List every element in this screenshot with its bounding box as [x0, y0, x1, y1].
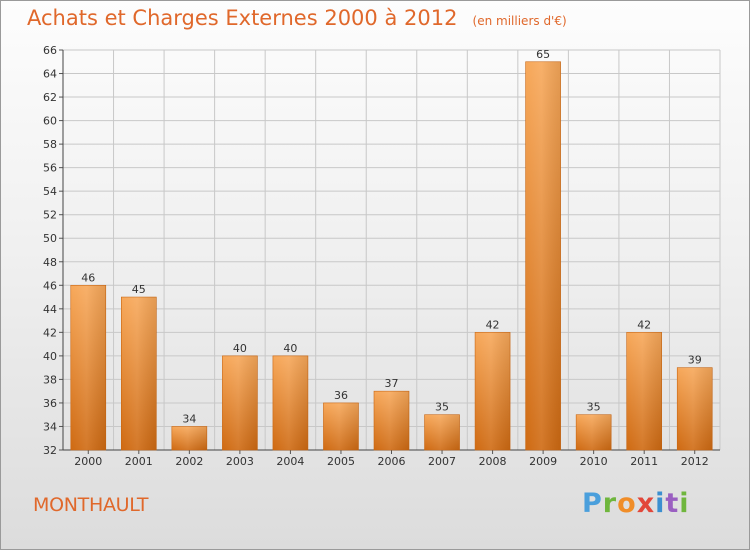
data-label-2003: 40: [233, 342, 247, 355]
bar-shine: [626, 332, 662, 450]
y-tick-label: 62: [43, 91, 57, 104]
data-label-2002: 34: [182, 412, 196, 425]
label-layer: 46 45 34 40 40 36 37 35 42 65 35 42 39: [81, 48, 701, 426]
bar-shine: [171, 426, 207, 450]
y-tick-label: 50: [43, 232, 57, 245]
bar-shine: [121, 297, 157, 450]
chart-subtitle: (en milliers d'€): [472, 14, 567, 28]
bar-shine: [424, 414, 460, 450]
bar-shine: [70, 285, 106, 450]
data-label-2004: 40: [283, 342, 297, 355]
bar-shine: [475, 332, 511, 450]
x-tick-label-2010: 2010: [580, 455, 608, 468]
bar-shine: [677, 367, 713, 450]
data-label-2009: 65: [536, 48, 550, 61]
bar-shine: [525, 61, 561, 450]
data-label-2001: 45: [132, 283, 146, 296]
chart-title: Achats et Charges Externes 2000 à 2012: [27, 6, 458, 30]
y-tick-label: 54: [43, 185, 57, 198]
data-label-2008: 42: [486, 318, 500, 331]
bar-shine: [323, 402, 359, 450]
x-tick-label-2012: 2012: [681, 455, 709, 468]
y-tick-label: 32: [43, 444, 57, 457]
y-tick-label: 52: [43, 209, 57, 222]
proxiti-logo[interactable]: Proxiti: [582, 488, 690, 519]
bar-shine: [576, 414, 612, 450]
bar-shine: [374, 391, 409, 450]
y-tick-label: 64: [43, 68, 57, 81]
title-row: Achats et Charges Externes 2000 à 2012 (…: [27, 6, 567, 30]
axis-layer: 32 34 36 38 40 42 44 46 48 50 52 54 56 58 60 62 64 66 2000…: [43, 44, 720, 468]
data-label-2012: 39: [688, 354, 702, 367]
data-label-2005: 36: [334, 389, 348, 402]
y-tick-label: 58: [43, 138, 57, 151]
x-tick-label-2003: 2003: [226, 455, 254, 468]
data-label-2010: 35: [587, 401, 601, 414]
y-tick-label: 40: [43, 350, 57, 363]
x-tick-label-2007: 2007: [428, 455, 456, 468]
x-tick-label-2006: 2006: [378, 455, 406, 468]
y-tick-label: 36: [43, 397, 57, 410]
y-tick-label: 44: [43, 303, 57, 316]
y-tick-label: 56: [43, 162, 57, 175]
bar-shine: [222, 355, 258, 450]
x-tick-label-2004: 2004: [276, 455, 304, 468]
data-label-2006: 37: [385, 377, 399, 390]
data-label-2000: 46: [81, 271, 95, 284]
bar-layer: [70, 61, 713, 451]
location-name: MONTHAULT: [33, 494, 149, 516]
bar-shine: [272, 355, 308, 450]
y-tick-label: 66: [43, 44, 57, 57]
grid-layer: [62, 49, 721, 451]
y-tick-label: 46: [43, 279, 57, 292]
y-tick-label: 42: [43, 326, 57, 339]
x-tick-label-2000: 2000: [74, 455, 102, 468]
y-tick-label: 38: [43, 373, 57, 386]
x-tick-label-2002: 2002: [175, 455, 203, 468]
x-tick-label-2008: 2008: [479, 455, 507, 468]
y-tick-label: 34: [43, 420, 57, 433]
x-tick-label-2001: 2001: [125, 455, 153, 468]
x-tick-label-2005: 2005: [327, 455, 355, 468]
y-tick-label: 60: [43, 115, 57, 128]
data-label-2011: 42: [637, 318, 651, 331]
data-label-2007: 35: [435, 401, 449, 414]
x-tick-label-2009: 2009: [529, 455, 557, 468]
y-tick-label: 48: [43, 256, 57, 269]
x-tick-label-2011: 2011: [630, 455, 658, 468]
